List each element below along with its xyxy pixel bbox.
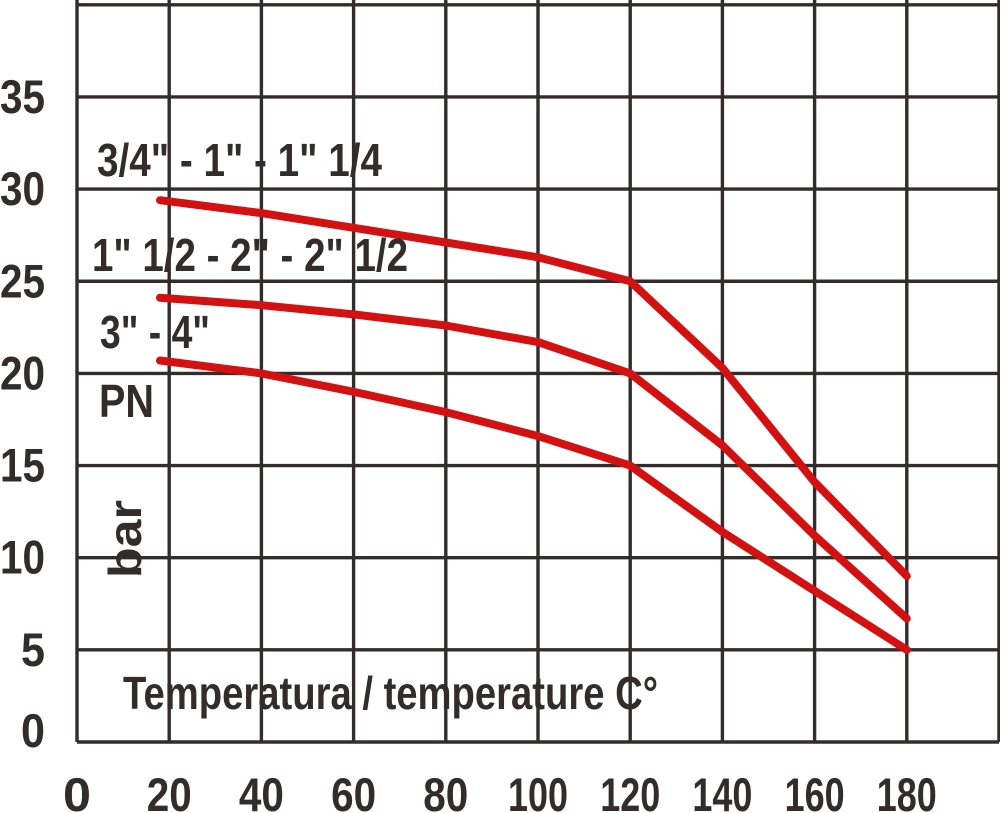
y-tick-label: 20: [0, 346, 45, 399]
x-axis-tick-labels: 0 20 40 60 80 100 120 140 160 180: [63, 768, 937, 813]
y-tick-label: 10: [0, 531, 45, 584]
x-tick-label: 180: [877, 768, 937, 813]
x-tick-label: 160: [785, 768, 845, 813]
y-tick-label: 15: [0, 439, 45, 492]
y-axis-unit-bar: bar: [99, 500, 151, 578]
x-tick-label: 0: [63, 768, 91, 813]
curve-label-large-sizes: 3" - 4": [100, 306, 210, 358]
curve-label-medium-sizes: 1" 1/2 - 2" - 2" 1/2: [92, 229, 408, 281]
x-tick-label: 60: [331, 768, 376, 813]
y-axis-tick-labels: 0 5 10 15 20 25 30 35: [0, 70, 45, 757]
curve-line: [156, 196, 911, 581]
curve-line: [156, 356, 911, 654]
x-tick-label: 120: [600, 768, 660, 813]
x-axis-title: Temperatura / temperature C°: [123, 667, 658, 719]
grid-lines: [75, 0, 1000, 744]
x-tick-label: 40: [239, 768, 284, 813]
y-tick-label: 30: [0, 162, 45, 215]
y-tick-label: 25: [0, 254, 45, 307]
x-tick-label: 140: [692, 768, 752, 813]
x-tick-label: 100: [508, 768, 568, 813]
curve-lines: [156, 196, 911, 654]
x-tick-label: 20: [147, 768, 192, 813]
curve-line: [156, 293, 911, 623]
curve-label-small-sizes: 3/4" - 1" - 1" 1/4: [97, 134, 382, 186]
y-tick-label: 0: [21, 704, 45, 757]
y-tick-label: 35: [0, 70, 45, 123]
y-axis-unit-pn: PN: [99, 375, 154, 427]
x-tick-label: 80: [423, 768, 468, 813]
y-tick-label: 5: [21, 623, 45, 676]
